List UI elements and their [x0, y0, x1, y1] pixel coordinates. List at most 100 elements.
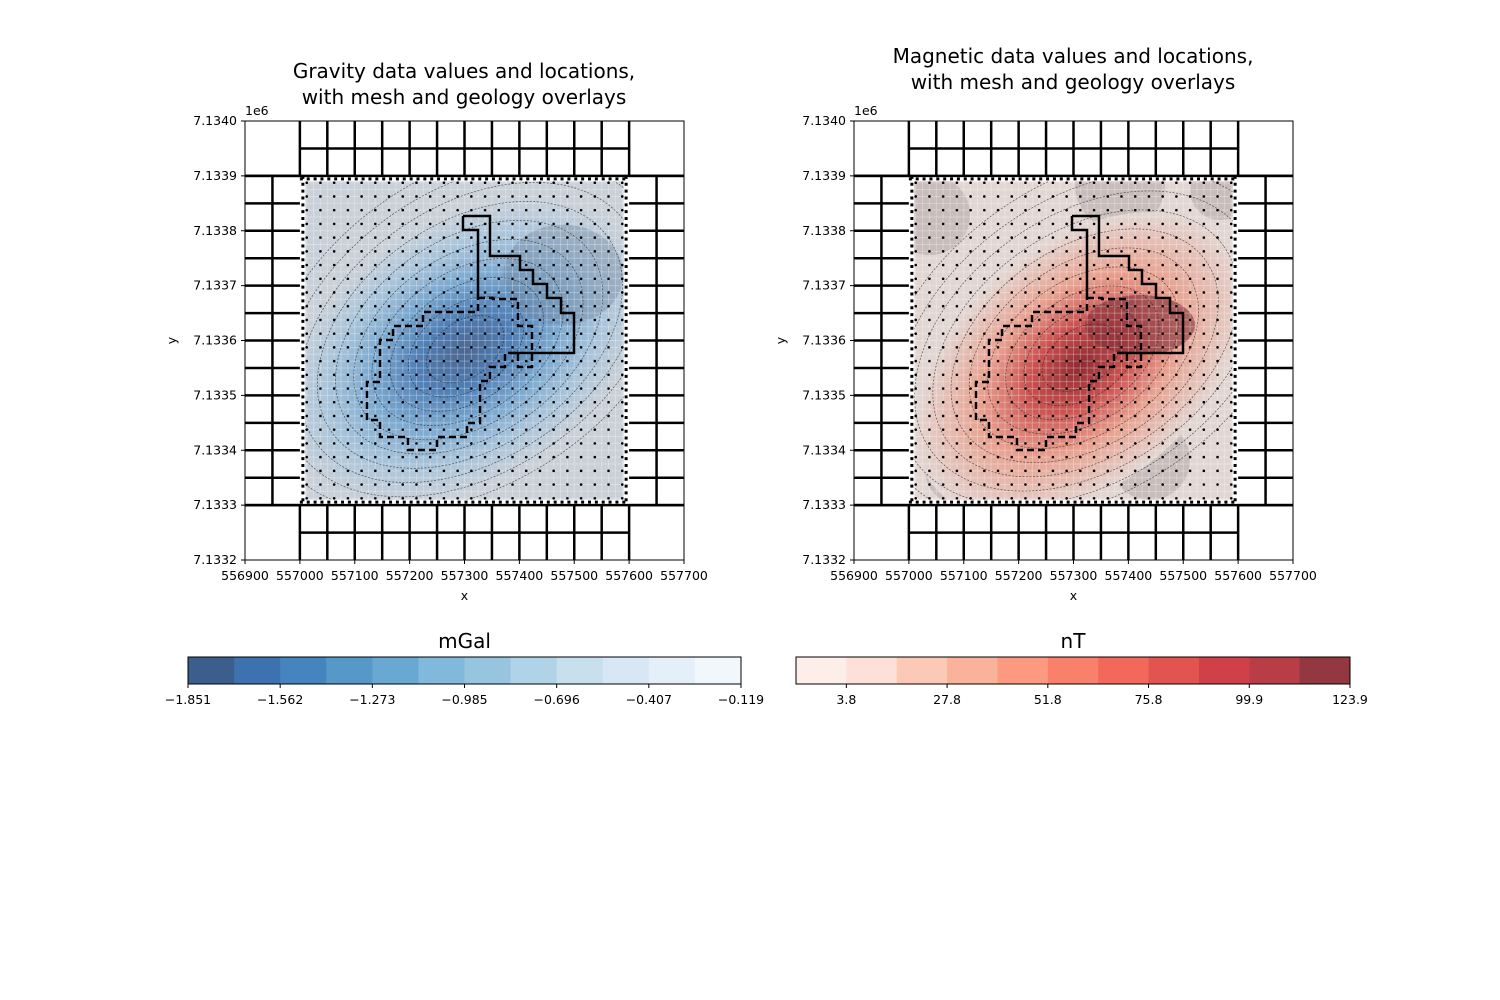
data-point: [1120, 332, 1123, 335]
data-point: [428, 400, 432, 404]
data-point: [483, 496, 487, 500]
data-image: [305, 181, 624, 500]
colorbar-tick-label: −0.407: [626, 692, 672, 707]
data-point: [1229, 346, 1233, 349]
colorbar-segment: [648, 657, 696, 684]
data-point: [401, 332, 405, 335]
data-point: [511, 469, 514, 473]
gravity-plot: Gravity data values and locations,with m…: [164, 59, 708, 603]
data-point: [928, 483, 931, 486]
data-point: [1133, 483, 1137, 486]
image-shadow: [1190, 181, 1233, 220]
data-point: [1051, 181, 1055, 185]
data-point: [607, 236, 610, 239]
data-point: [1065, 250, 1068, 253]
data-point: [593, 469, 597, 473]
data-point: [305, 346, 309, 349]
data-point: [1147, 469, 1151, 473]
data-point: [914, 236, 918, 239]
data-point: [360, 428, 363, 431]
data-point: [1120, 236, 1123, 239]
data-point: [1024, 304, 1027, 308]
data-point: [1147, 346, 1151, 349]
data-point: [428, 263, 432, 267]
data-point: [566, 332, 569, 335]
data-point: [332, 250, 336, 253]
data-point: [1065, 263, 1068, 267]
data-point: [511, 208, 514, 212]
data-point: [1188, 442, 1192, 445]
data-point: [1106, 332, 1110, 335]
data-point: [319, 304, 322, 308]
data-point: [1202, 496, 1206, 500]
data-point: [1147, 181, 1151, 185]
data-point: [1147, 208, 1151, 212]
data-point: [566, 208, 569, 212]
data-point: [374, 236, 377, 239]
data-point: [1065, 496, 1068, 500]
data-point: [1092, 346, 1096, 349]
data-point: [1120, 250, 1123, 253]
data-point: [470, 208, 473, 212]
data-point: [387, 222, 391, 226]
data-point: [538, 442, 542, 445]
data-point: [538, 346, 542, 349]
data-point: [456, 400, 459, 404]
data-point: [470, 318, 473, 322]
data-point: [1175, 195, 1178, 198]
data-point: [497, 373, 501, 377]
data-point: [1161, 455, 1164, 459]
data-point: [415, 346, 418, 349]
data-point: [1229, 195, 1233, 198]
data-point: [1188, 250, 1192, 253]
data-point: [579, 277, 583, 281]
data-point: [579, 208, 583, 212]
data-point: [415, 208, 418, 212]
data-point: [387, 455, 391, 459]
data-point: [914, 496, 918, 500]
data-point: [1065, 181, 1068, 185]
data-point: [428, 236, 432, 239]
data-point: [524, 414, 528, 418]
contour-line: [968, 247, 1199, 449]
data-point: [332, 304, 336, 308]
data-point: [996, 400, 1000, 404]
data-point: [579, 346, 583, 349]
data-point: [497, 181, 501, 185]
data-point: [360, 263, 363, 267]
colorbar-segment: [1098, 657, 1150, 684]
data-point: [1079, 195, 1082, 198]
data-point: [1037, 208, 1041, 212]
colorbar-segment: [602, 657, 650, 684]
data-point: [483, 373, 487, 377]
data-point: [566, 483, 569, 486]
data-point: [620, 181, 624, 185]
data-image: [914, 181, 1233, 500]
colorbar-segment: [694, 657, 742, 684]
data-point: [1024, 291, 1027, 294]
data-point: [620, 222, 624, 226]
data-point: [1188, 428, 1192, 431]
data-point: [996, 373, 1000, 377]
data-point: [1120, 428, 1123, 431]
data-point: [941, 400, 945, 404]
data-point: [442, 195, 446, 198]
data-point: [1120, 359, 1123, 363]
data-point: [620, 263, 624, 267]
data-point: [1079, 346, 1082, 349]
data-point: [1147, 373, 1151, 377]
data-point: [914, 442, 918, 445]
data-point: [620, 496, 624, 500]
data-point: [428, 181, 432, 185]
data-point: [470, 304, 473, 308]
data-point: [941, 277, 945, 281]
y-tick-label: 7.1340: [193, 113, 237, 128]
data-point: [1216, 346, 1219, 349]
data-point: [607, 222, 610, 226]
data-point: [941, 263, 945, 267]
data-point: [620, 455, 624, 459]
data-point: [319, 373, 322, 377]
data-point: [511, 455, 514, 459]
data-point: [1024, 236, 1027, 239]
